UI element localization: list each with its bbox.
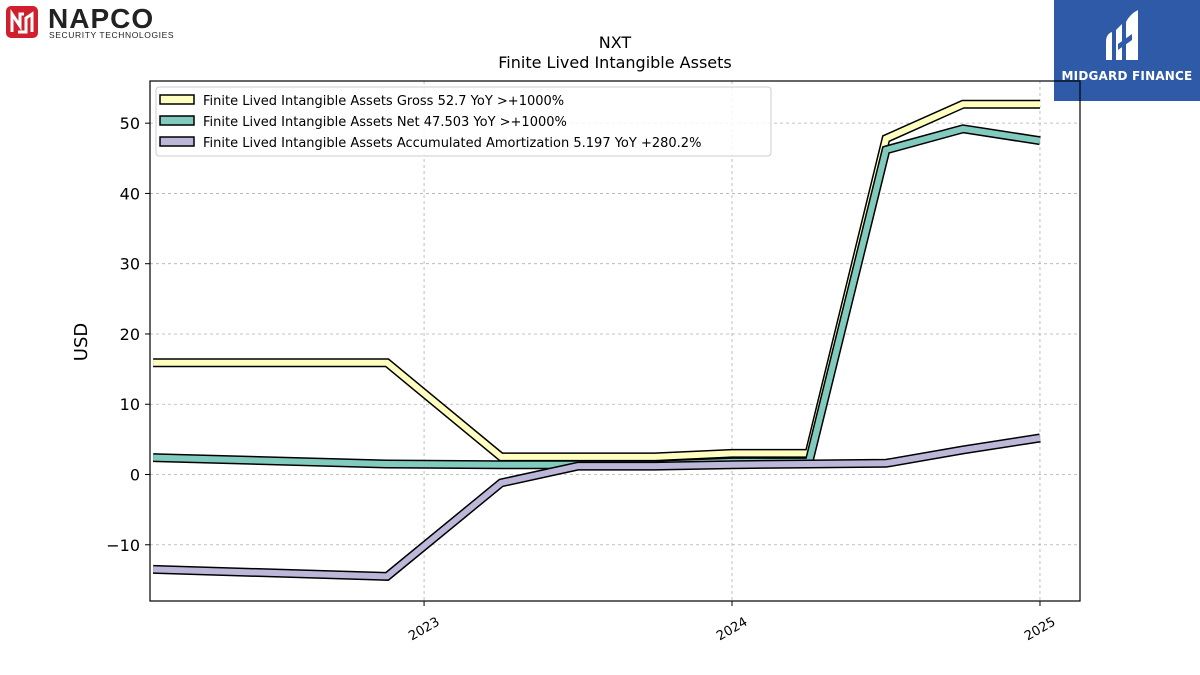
midgard-finance-logo: MIDGARD FINANCE	[1054, 0, 1200, 101]
x-tick-label: 2024	[714, 615, 750, 645]
legend-swatch	[159, 94, 195, 105]
legend-swatch	[159, 115, 195, 126]
legend-label: Finite Lived Intangible Assets Net 47.50…	[203, 115, 567, 130]
y-tick-label: 0	[130, 466, 140, 485]
legend: Finite Lived Intangible Assets Gross 52.…	[155, 86, 772, 157]
series-lines	[152, 99, 1041, 581]
midgard-logo-mark	[1106, 10, 1138, 60]
y-tick-label: 40	[120, 184, 140, 203]
legend-swatch	[159, 136, 195, 147]
napco-tagline-text: SECURITY TECHNOLOGIES	[49, 30, 174, 40]
x-tick-label: 2025	[1022, 615, 1058, 645]
napco-logo-glyph	[10, 9, 34, 34]
legend-box	[155, 86, 772, 157]
legend-label: Finite Lived Intangible Assets Gross 52.…	[203, 94, 564, 109]
napco-brand-text: NAPCO	[48, 4, 154, 34]
x-ticks: 2023 2024 2025	[406, 601, 1058, 644]
plot-frame	[149, 80, 1081, 602]
midgard-brand-text: MIDGARD FINANCE	[1061, 69, 1193, 83]
y-ticks: −10 0 10 20 30 40 50	[106, 114, 150, 555]
y-tick-label: 30	[120, 255, 140, 274]
series-line	[153, 435, 1041, 580]
chart-title: NXT	[599, 33, 632, 52]
y-axis-label: USD	[71, 323, 92, 361]
legend-label: Finite Lived Intangible Assets Accumulat…	[203, 136, 701, 151]
series-outline	[152, 124, 1041, 470]
y-tick-label: 10	[120, 395, 140, 414]
series-line	[153, 101, 1040, 460]
series-line	[153, 125, 1041, 468]
y-tick-label: 20	[120, 325, 140, 344]
chart-subtitle: Finite Lived Intangible Assets	[498, 53, 731, 72]
y-tick-label: −10	[106, 536, 140, 555]
y-tick-label: 50	[120, 114, 140, 133]
grid	[150, 81, 1080, 601]
napco-logo: NAPCO SECURITY TECHNOLOGIES	[6, 4, 174, 40]
x-tick-label: 2023	[406, 615, 442, 645]
